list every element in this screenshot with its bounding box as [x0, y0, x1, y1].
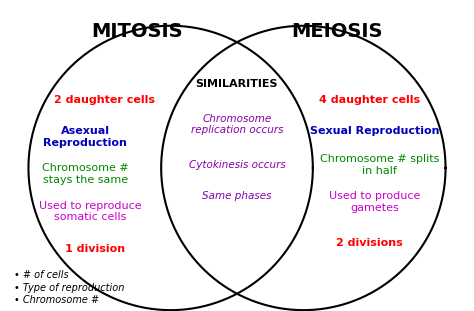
Text: 1 division: 1 division — [65, 244, 125, 254]
Text: MITOSIS: MITOSIS — [91, 21, 183, 41]
Text: MEIOSIS: MEIOSIS — [291, 21, 383, 41]
Text: • Chromosome #: • Chromosome # — [14, 295, 100, 305]
Text: Chromosome # splits
in half: Chromosome # splits in half — [319, 154, 439, 176]
Text: Used to reproduce
somatic cells: Used to reproduce somatic cells — [39, 201, 141, 222]
Text: SIMILARITIES: SIMILARITIES — [196, 79, 278, 89]
Text: Cytokinesis occurs: Cytokinesis occurs — [189, 160, 285, 170]
Text: Used to produce
gametes: Used to produce gametes — [329, 191, 420, 213]
Text: • # of cells: • # of cells — [14, 270, 69, 280]
Text: Sexual Reproduction: Sexual Reproduction — [310, 126, 439, 136]
Text: 4 daughter cells: 4 daughter cells — [319, 95, 420, 104]
Text: Same phases: Same phases — [202, 191, 272, 201]
Text: Chromosome #
stays the same: Chromosome # stays the same — [42, 163, 129, 185]
Text: Chromosome
replication occurs: Chromosome replication occurs — [191, 114, 283, 135]
Text: 2 daughter cells: 2 daughter cells — [54, 95, 155, 104]
Text: Asexual
Reproduction: Asexual Reproduction — [44, 126, 127, 148]
Text: • Type of reproduction: • Type of reproduction — [14, 283, 125, 293]
Text: 2 divisions: 2 divisions — [337, 238, 403, 248]
